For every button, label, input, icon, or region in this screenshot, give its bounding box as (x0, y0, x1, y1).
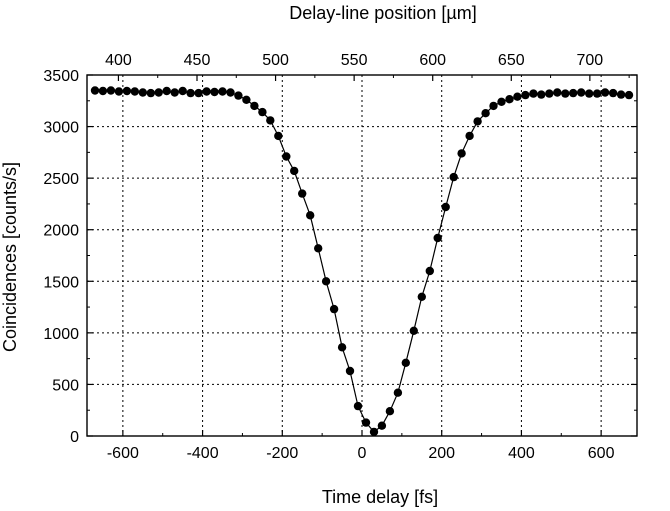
data-point (258, 107, 267, 117)
x-tick-label: -400 (187, 445, 219, 462)
x2-tick-label: 400 (105, 52, 132, 69)
data-point (274, 131, 283, 141)
data-point (441, 202, 450, 212)
data-point (298, 189, 307, 198)
x-tick-label: -600 (107, 445, 139, 462)
data-point (345, 366, 355, 376)
y-tick-label: 1500 (43, 274, 79, 291)
x2-tick-label: 700 (577, 52, 604, 69)
data-point (282, 152, 291, 161)
x-tick-label: 200 (428, 445, 455, 462)
x-tick-label: -200 (266, 445, 298, 462)
y-tick-label: 3000 (43, 120, 79, 137)
x-tick-label: 600 (588, 445, 615, 462)
data-point (178, 86, 187, 96)
y-tick-label: 1000 (43, 326, 79, 343)
data-point (449, 172, 458, 182)
data-point (537, 90, 546, 99)
data-point (521, 90, 530, 100)
data-point (218, 87, 227, 96)
data-point (489, 101, 498, 111)
data-point (186, 88, 195, 98)
data-point (616, 90, 626, 99)
data-point (202, 87, 211, 96)
data-point (545, 89, 554, 98)
x2-tick-label: 550 (341, 52, 368, 69)
data-point (481, 109, 490, 118)
data-point (106, 86, 116, 95)
data-point (98, 86, 108, 96)
y-tick-label: 500 (52, 377, 79, 394)
data-point (250, 101, 259, 111)
y-tick-label: 0 (70, 429, 79, 446)
data-point (505, 95, 514, 104)
data-point (513, 92, 522, 101)
data-point (473, 117, 482, 126)
data-point (130, 87, 139, 96)
grid-lines (87, 75, 637, 436)
data-point (226, 88, 235, 97)
data-point (624, 90, 634, 100)
data-point (433, 233, 442, 243)
data-series (90, 86, 634, 437)
data-point (306, 211, 315, 220)
data-point (553, 88, 562, 97)
x-tick-label: 400 (508, 445, 535, 462)
data-point (425, 266, 434, 276)
data-point (561, 89, 570, 98)
data-point (321, 277, 331, 286)
y-axis-title: Coincidences [counts/s] (0, 162, 20, 352)
data-point (457, 149, 466, 158)
data-point (465, 131, 474, 141)
data-point (266, 116, 275, 125)
data-point (314, 244, 323, 253)
x-axis-title: Time delay [fs] (322, 487, 438, 507)
data-point (242, 95, 251, 105)
data-point (234, 91, 243, 100)
y-tick-label: 3500 (43, 68, 79, 85)
data-point (329, 304, 339, 314)
data-point (162, 86, 171, 96)
data-point (90, 86, 100, 95)
data-point (385, 407, 395, 416)
data-point (393, 388, 403, 397)
x2-tick-label: 650 (498, 52, 525, 69)
data-point (154, 88, 163, 97)
data-point (585, 89, 594, 98)
data-point (600, 88, 610, 97)
x2-tick-label: 500 (262, 52, 289, 69)
data-point (170, 88, 179, 97)
x-tick-label: 0 (358, 445, 367, 462)
data-point (122, 86, 132, 96)
data-point (608, 88, 618, 98)
data-point (592, 89, 602, 98)
data-point (369, 427, 379, 437)
data-point (210, 87, 219, 97)
data-point (409, 326, 418, 335)
data-point (290, 166, 299, 176)
x2-tick-label: 450 (184, 52, 211, 69)
data-point (417, 292, 426, 301)
x2-tick-label: 600 (419, 52, 446, 69)
data-point (146, 88, 155, 98)
data-point (353, 401, 363, 411)
data-point (577, 88, 586, 97)
data-point (138, 88, 147, 97)
data-point (361, 418, 371, 427)
x2-axis-title: Delay-line position [µm] (289, 3, 476, 23)
tick-labels: -600 -400 -200 0 200 400 600 400 450 500 550 600 650… (43, 52, 614, 462)
data-point (377, 421, 387, 430)
axis-ticks (87, 74, 637, 437)
data-point (569, 88, 578, 98)
data-point (401, 358, 410, 367)
data-point (114, 87, 124, 96)
y-tick-label: 2000 (43, 223, 79, 240)
data-point (497, 97, 506, 107)
data-point (194, 88, 203, 98)
data-point (529, 89, 538, 98)
data-point (337, 343, 347, 352)
y-tick-label: 2500 (43, 171, 79, 188)
